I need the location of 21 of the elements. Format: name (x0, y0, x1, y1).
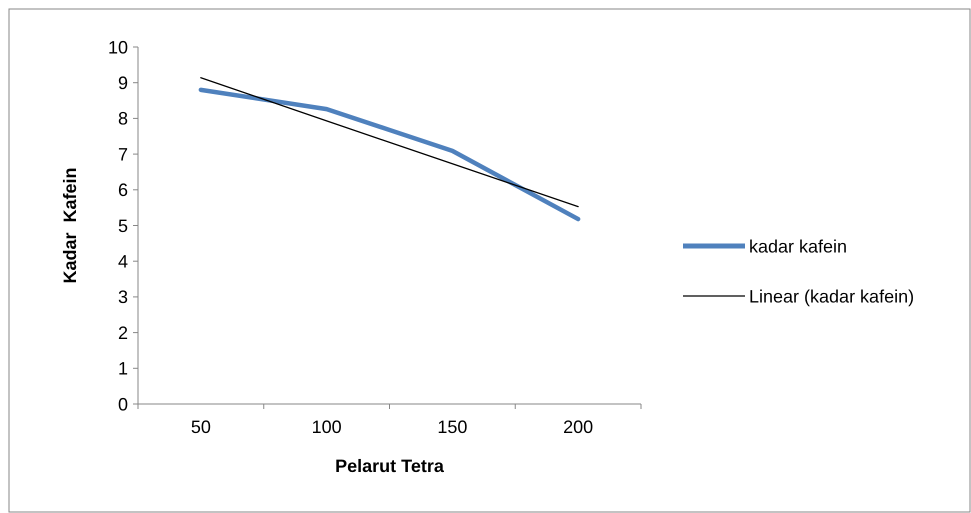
x-axis-title: Pelarut Tetra (335, 456, 445, 476)
y-tick-label: 1 (118, 358, 128, 379)
x-tick-label: 200 (563, 417, 594, 437)
x-tick-label: 100 (312, 417, 342, 437)
line-series (198, 88, 580, 222)
x-tick-label: 50 (190, 417, 211, 437)
y-tick-label: 8 (118, 108, 128, 129)
y-axis-title: Kadar Kafein (60, 167, 80, 284)
y-tick-label: 7 (118, 144, 128, 164)
y-tick-label: 2 (118, 322, 128, 343)
y-tick-label: 10 (108, 37, 128, 58)
y-tick-label: 9 (118, 73, 128, 93)
legend-label: kadar kafein (749, 236, 848, 256)
y-tick-label: 3 (118, 287, 128, 308)
y-tick-label: 0 (118, 394, 128, 414)
x-tick-label: 150 (437, 417, 468, 437)
legend-label: Linear (kadar kafein) (749, 286, 914, 306)
line-series (200, 77, 579, 208)
y-tick-label: 4 (118, 252, 128, 272)
y-tick-label: 5 (118, 216, 128, 236)
y-tick-label: 6 (118, 180, 128, 200)
